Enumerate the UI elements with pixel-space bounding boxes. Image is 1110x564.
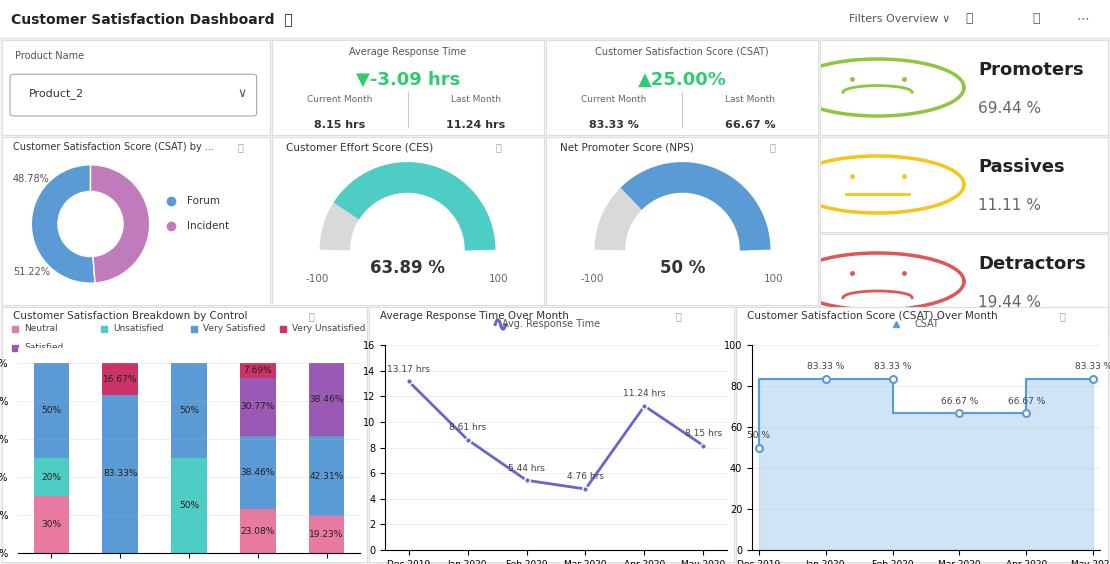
Text: 63.89 %: 63.89 % xyxy=(370,259,445,277)
Text: 16.67%: 16.67% xyxy=(103,374,138,384)
Text: ⋯: ⋯ xyxy=(1077,12,1089,25)
FancyBboxPatch shape xyxy=(10,74,256,116)
Text: Filters Overview ∨: Filters Overview ∨ xyxy=(849,14,950,24)
Text: 13.17 hrs: 13.17 hrs xyxy=(387,364,430,373)
Text: ▼-3.09 hrs: ▼-3.09 hrs xyxy=(356,70,461,89)
Text: 8.15 hrs: 8.15 hrs xyxy=(685,429,722,438)
Text: 30%: 30% xyxy=(41,520,61,529)
Bar xyxy=(309,517,344,553)
Text: ⓘ: ⓘ xyxy=(769,142,775,152)
Text: 30.77%: 30.77% xyxy=(241,403,275,412)
Text: Avg. Response Time: Avg. Response Time xyxy=(503,319,601,329)
Text: Very Unsatisfied: Very Unsatisfied xyxy=(292,324,365,333)
Text: Product_2: Product_2 xyxy=(29,88,84,99)
Text: -100: -100 xyxy=(581,274,604,284)
Text: 11.11 %: 11.11 % xyxy=(978,198,1041,213)
Text: 8.15 hrs: 8.15 hrs xyxy=(314,120,365,130)
Text: Average Response Time Over Month: Average Response Time Over Month xyxy=(380,311,568,321)
Text: 50 %: 50 % xyxy=(747,431,770,440)
Text: Last Month: Last Month xyxy=(725,95,775,104)
Text: 🔗: 🔗 xyxy=(966,12,973,25)
Text: ⓘ: ⓘ xyxy=(238,142,244,152)
Bar xyxy=(171,458,206,553)
Text: Neutral: Neutral xyxy=(24,324,58,333)
Text: ⓘ: ⓘ xyxy=(495,142,501,152)
Text: 50%: 50% xyxy=(179,406,199,415)
Text: Product Name: Product Name xyxy=(16,51,84,61)
Text: Current Month: Current Month xyxy=(307,95,373,104)
Text: Customer Satisfaction Score (CSAT) Over Month: Customer Satisfaction Score (CSAT) Over … xyxy=(747,311,998,321)
Text: 50 %: 50 % xyxy=(659,259,705,277)
Text: 20%: 20% xyxy=(41,473,61,482)
Text: Passives: Passives xyxy=(978,158,1064,177)
Bar xyxy=(33,496,69,553)
Text: Satisfied: Satisfied xyxy=(24,343,63,352)
Text: 19.44 %: 19.44 % xyxy=(978,295,1041,310)
Text: Customer Satisfaction Dashboard  ⓘ: Customer Satisfaction Dashboard ⓘ xyxy=(11,12,293,26)
Bar xyxy=(240,509,275,553)
Text: Customer Satisfaction Score (CSAT): Customer Satisfaction Score (CSAT) xyxy=(595,47,769,56)
Text: CSAT: CSAT xyxy=(915,319,939,329)
Text: 83.33%: 83.33% xyxy=(103,469,138,478)
Text: 66.67 %: 66.67 % xyxy=(725,120,775,130)
Text: 83.33 %: 83.33 % xyxy=(589,120,639,130)
Bar xyxy=(240,363,275,378)
Bar xyxy=(309,436,344,517)
Text: 66.67 %: 66.67 % xyxy=(941,396,978,406)
Text: 83.33 %: 83.33 % xyxy=(874,363,911,372)
Text: Average Response Time: Average Response Time xyxy=(350,47,466,56)
Text: Very Satisfied: Very Satisfied xyxy=(203,324,265,333)
Text: 42.31%: 42.31% xyxy=(310,472,344,481)
Text: 19.23%: 19.23% xyxy=(310,530,344,539)
Text: 50%: 50% xyxy=(41,406,61,415)
Bar xyxy=(309,363,344,436)
Bar xyxy=(33,363,69,458)
Text: Promoters: Promoters xyxy=(978,61,1084,80)
Text: ⓘ: ⓘ xyxy=(309,311,314,321)
Text: ∨: ∨ xyxy=(238,87,246,100)
Text: 100: 100 xyxy=(488,274,508,284)
Text: Current Month: Current Month xyxy=(582,95,647,104)
Bar xyxy=(102,395,138,553)
Text: 83.33 %: 83.33 % xyxy=(1074,363,1110,372)
Text: Customer Satisfaction Score (CSAT) by ...: Customer Satisfaction Score (CSAT) by ..… xyxy=(12,142,213,152)
Wedge shape xyxy=(91,165,150,283)
Text: 38.46%: 38.46% xyxy=(310,395,344,404)
Bar xyxy=(240,378,275,436)
Text: ⤢: ⤢ xyxy=(1032,12,1040,25)
Text: Detractors: Detractors xyxy=(978,255,1087,274)
Text: 38.46%: 38.46% xyxy=(241,468,275,477)
Text: 48.78%: 48.78% xyxy=(12,174,50,184)
Text: 11.24 hrs: 11.24 hrs xyxy=(446,120,506,130)
Text: 51.22%: 51.22% xyxy=(12,267,50,277)
Text: ▲25.00%: ▲25.00% xyxy=(637,70,726,89)
Text: ⓘ: ⓘ xyxy=(676,311,682,321)
Text: 100: 100 xyxy=(764,274,783,284)
Text: Forum: Forum xyxy=(186,196,220,206)
Text: Last Month: Last Month xyxy=(451,95,501,104)
Text: 7.69%: 7.69% xyxy=(243,366,272,375)
Text: 83.33 %: 83.33 % xyxy=(807,363,845,372)
Text: 66.67 %: 66.67 % xyxy=(1008,396,1046,406)
Wedge shape xyxy=(31,165,95,283)
Text: 69.44 %: 69.44 % xyxy=(978,101,1041,116)
Text: 11.24 hrs: 11.24 hrs xyxy=(623,389,666,398)
Text: 50%: 50% xyxy=(179,501,199,510)
Bar xyxy=(240,436,275,509)
Text: Net Promoter Score (NPS): Net Promoter Score (NPS) xyxy=(559,142,694,152)
Text: ⓘ: ⓘ xyxy=(1060,311,1066,321)
Text: Customer Effort Score (CES): Customer Effort Score (CES) xyxy=(285,142,433,152)
Text: 4.76 hrs: 4.76 hrs xyxy=(567,472,604,481)
Text: 8.61 hrs: 8.61 hrs xyxy=(448,423,486,432)
Text: 5.44 hrs: 5.44 hrs xyxy=(508,464,545,473)
Bar xyxy=(171,363,206,458)
Bar xyxy=(33,458,69,496)
Bar xyxy=(102,363,138,395)
Text: Incident: Incident xyxy=(186,221,229,231)
Text: Unsatisfied: Unsatisfied xyxy=(113,324,164,333)
Text: 23.08%: 23.08% xyxy=(241,527,275,536)
Text: Customer Satisfaction Breakdown by Control: Customer Satisfaction Breakdown by Contr… xyxy=(13,311,248,321)
Text: -100: -100 xyxy=(305,274,329,284)
